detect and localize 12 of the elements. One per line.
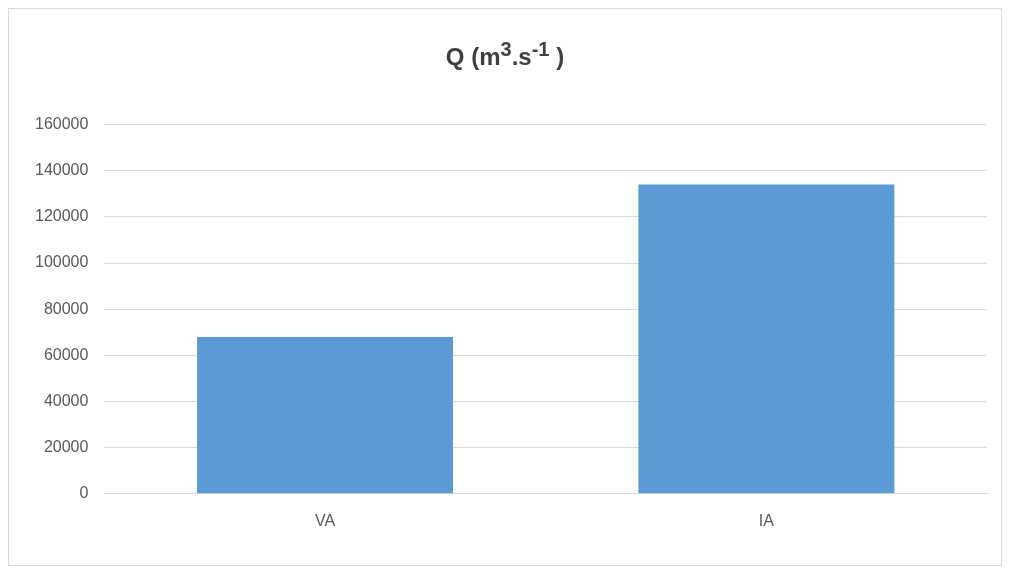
- y-tick-label: 120000: [35, 207, 89, 225]
- x-tick-label: IA: [758, 511, 775, 529]
- y-tick-label: 20000: [43, 438, 89, 456]
- y-tick-label: 80000: [43, 299, 89, 317]
- y-tick-label: 140000: [35, 161, 89, 179]
- y-tick-label: 0: [79, 484, 89, 502]
- y-tick-label: 160000: [35, 115, 89, 133]
- x-tick-label: VA: [314, 511, 336, 529]
- chart-title: Q (m$^{3}$.s$^{-1}$ ): [445, 37, 565, 71]
- y-tick-label: 40000: [43, 391, 89, 409]
- y-tick-label: 100000: [35, 253, 89, 271]
- y-tick-label: 60000: [43, 345, 89, 363]
